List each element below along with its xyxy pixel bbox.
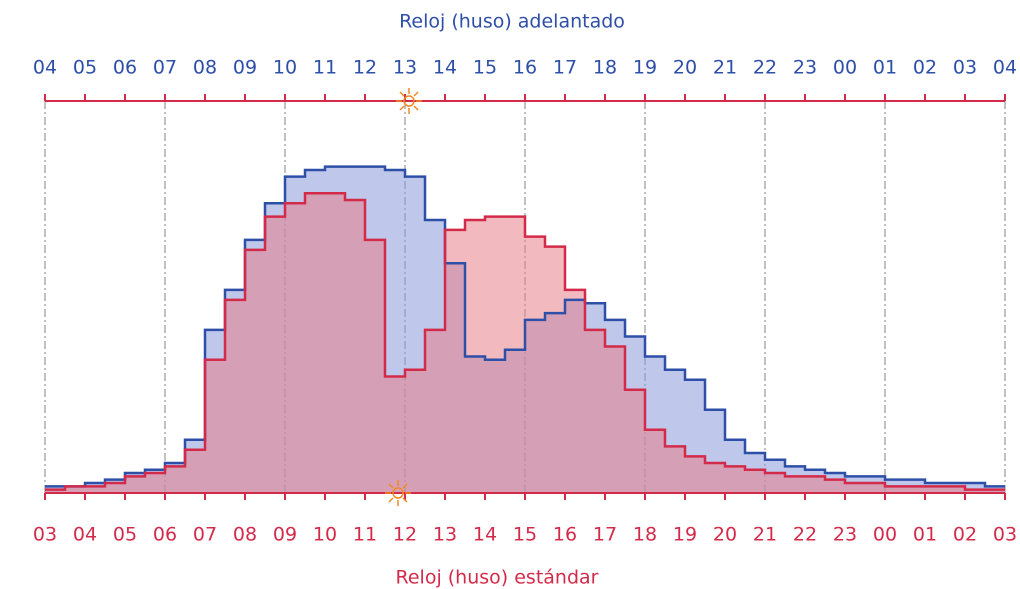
top-tick-label: 06 [113, 57, 137, 79]
bottom-tick-label: 10 [313, 524, 337, 546]
top-tick-label: 16 [513, 57, 537, 79]
sun-bottom [385, 480, 411, 506]
top-tick-label: 20 [673, 57, 697, 79]
top-tick-label: 05 [73, 57, 97, 79]
bottom-tick-label: 14 [473, 524, 497, 546]
top-tick-label: 18 [593, 57, 617, 79]
top-tick-label: 04 [33, 57, 57, 79]
top-tick-label: 08 [193, 57, 217, 79]
top-tick-label: 12 [353, 57, 377, 79]
top-tick-label: 14 [433, 57, 457, 79]
bottom-tick-label: 16 [553, 524, 577, 546]
bottom-tick-label: 01 [913, 524, 937, 546]
bottom-tick-label: 23 [833, 524, 857, 546]
bottom-tick-label: 17 [593, 524, 617, 546]
bottom-tick-label: 11 [353, 524, 377, 546]
top-tick-label: 03 [953, 57, 977, 79]
bottom-tick-label: 19 [673, 524, 697, 546]
top-tick-label: 17 [553, 57, 577, 79]
bottom-tick-label: 02 [953, 524, 977, 546]
top-tick-label: 00 [833, 57, 857, 79]
top-tick-label: 07 [153, 57, 177, 79]
top-tick-label: 19 [633, 57, 657, 79]
line [45, 192, 1005, 491]
top-tick-label: 15 [473, 57, 497, 79]
top-tick-label: 21 [713, 57, 737, 79]
sun-top [396, 88, 422, 114]
bottom-tick-label: 21 [753, 524, 777, 546]
top-tick-label: 10 [273, 57, 297, 79]
bottom-tick-label: 09 [273, 524, 297, 546]
bottom-tick-label: 08 [233, 524, 257, 546]
bottom-tick-label: 00 [873, 524, 897, 546]
bottom-tick-label: 13 [433, 524, 457, 546]
bottom-tick-label: 03 [33, 524, 57, 546]
top-tick-label: 02 [913, 57, 937, 79]
plot: 04 05 06 07 08 09 10 11 12 13 14 15 16 17 18 19 20 21 22 23… [33, 57, 1017, 546]
bottom-tick-label: 04 [73, 524, 97, 546]
top-tick-label: 22 [753, 57, 777, 79]
top-tick-label: 11 [313, 57, 337, 79]
bottom-tick-label: 05 [113, 524, 137, 546]
top-axis-title: Reloj (huso) adelantado [399, 11, 625, 33]
bottom-tick-label: 15 [513, 524, 537, 546]
bottom-tick-label: 12 [393, 524, 417, 546]
bottom-axis-title: Reloj (huso) estándar [396, 567, 599, 589]
bottom-tick-label: 22 [793, 524, 817, 546]
top-tick-label: 23 [793, 57, 817, 79]
bottom-tick-label: 03 [993, 524, 1017, 546]
bottom-tick-label: 18 [633, 524, 657, 546]
bottom-tick-label: 07 [193, 524, 217, 546]
top-tick-label: 13 [393, 57, 417, 79]
bottom-tick-label: 20 [713, 524, 737, 546]
top-tick-label: 01 [873, 57, 897, 79]
top-tick-label: 09 [233, 57, 257, 79]
bottom-tick-label: 06 [153, 524, 177, 546]
top-tick-label: 04 [993, 57, 1017, 79]
